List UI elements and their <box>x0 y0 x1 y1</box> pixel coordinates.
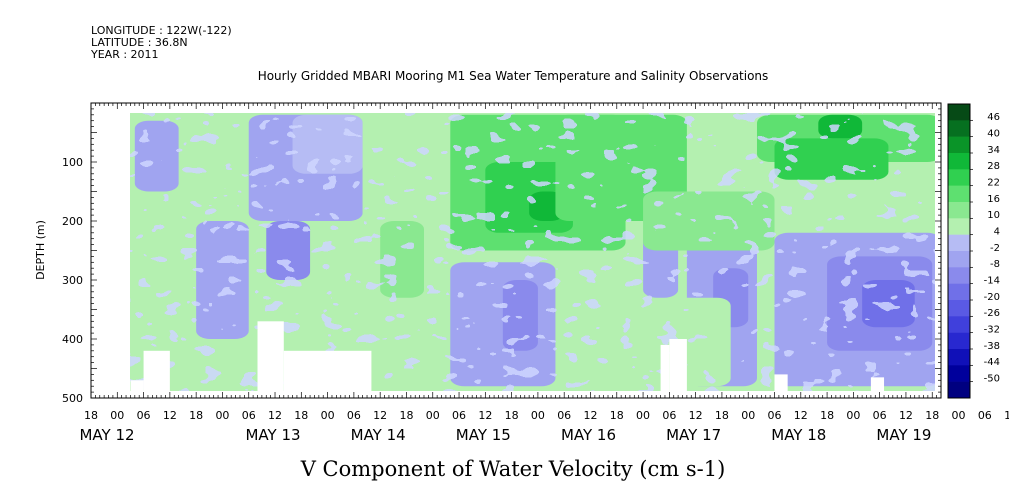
colorbar-swatch <box>948 283 970 301</box>
colorbar-swatch <box>948 185 970 203</box>
x-hour-label: 12 <box>583 409 597 422</box>
x-day-label: MAY 12 <box>79 426 134 444</box>
x-hour-label: 00 <box>636 409 650 422</box>
x-day-label: MAY 14 <box>351 426 406 444</box>
colorbar-swatch <box>948 349 970 366</box>
x-hour-label: 18 <box>84 409 98 422</box>
x-hour-label: 12 <box>478 409 492 422</box>
colorbar-swatch <box>948 169 970 186</box>
x-hour-label: 00 <box>321 409 335 422</box>
x-hour-label: 06 <box>978 409 992 422</box>
colorbar-swatch <box>948 300 970 317</box>
x-hour-label: 12 <box>689 409 703 422</box>
x-hour-label: 18 <box>399 409 413 422</box>
x-day-label: MAY 16 <box>561 426 616 444</box>
colorbar-swatch <box>948 202 970 219</box>
y-tick-label: 100 <box>62 156 83 169</box>
x-hour-label: 06 <box>662 409 676 422</box>
colorbar-swatch <box>948 251 970 268</box>
x-hour-label: 12 <box>899 409 913 422</box>
y-tick-label: 300 <box>62 274 83 287</box>
colorbar-label: -14 <box>984 276 1000 287</box>
colorbar-label: -44 <box>984 357 1000 368</box>
colorbar-swatch <box>948 218 970 235</box>
colorbar-swatch <box>948 267 970 284</box>
longitude-label: LONGITUDE : 122W(-122) <box>91 24 232 37</box>
x-axis-label: V Component of Water Velocity (cm s-1) <box>300 457 726 481</box>
x-hour-label: 12 <box>163 409 177 422</box>
x-hour-label: 06 <box>557 409 571 422</box>
colorbar-swatch <box>948 365 970 382</box>
colorbar-swatch <box>948 381 970 399</box>
x-hour-label: 18 <box>715 409 729 422</box>
colorbar-swatch <box>948 316 970 333</box>
x-hour-label: 12 <box>373 409 387 422</box>
x-hour-label: 18 <box>294 409 308 422</box>
no-data-gap <box>870 377 885 391</box>
no-data-gap <box>143 350 170 391</box>
y-axis-label: DEPTH (m) <box>34 220 47 280</box>
colorbar-label: 22 <box>987 178 1000 189</box>
x-day-label: MAY 13 <box>245 426 300 444</box>
x-hour-label: 18 <box>189 409 203 422</box>
colorbar-label: -20 <box>984 292 1000 303</box>
colorbar-label: 10 <box>987 210 1000 221</box>
x-hour-label: 00 <box>741 409 755 422</box>
x-hour-label: 18 <box>610 409 624 422</box>
x-hour-label: 00 <box>846 409 860 422</box>
x-hour-label: 00 <box>952 409 966 422</box>
colorbar-swatch <box>948 136 970 154</box>
colorbar-swatch <box>948 153 970 170</box>
no-data-gap <box>130 380 144 391</box>
colorbar-label: -26 <box>984 308 1000 319</box>
no-data-gap <box>774 374 788 391</box>
y-tick-label: 500 <box>62 392 83 405</box>
colorbar-swatch <box>948 104 970 121</box>
x-hour-label: 00 <box>426 409 440 422</box>
y-tick-label: 200 <box>62 215 83 228</box>
x-day-label: MAY 19 <box>876 426 931 444</box>
y-tick-label: 400 <box>62 333 83 346</box>
no-data-gap <box>669 339 687 391</box>
x-hour-label: 06 <box>347 409 361 422</box>
no-data-gap <box>660 344 670 391</box>
colorbar-label: -32 <box>984 325 1000 336</box>
latitude-label: LATITUDE : 36.8N <box>91 36 188 49</box>
colorbar-label: 16 <box>987 194 1000 205</box>
x-hour-label: 12 <box>794 409 808 422</box>
x-hour-label: 06 <box>242 409 256 422</box>
colorbar-label: 34 <box>987 145 1000 156</box>
colorbar-label: -2 <box>990 243 1000 254</box>
colorbar-label: 4 <box>994 227 1000 238</box>
colorbar-label: -50 <box>984 374 1000 385</box>
year-label: YEAR : 2011 <box>91 48 159 61</box>
no-data-gap <box>283 350 372 391</box>
x-hour-label: 06 <box>452 409 466 422</box>
x-hour-label: 06 <box>873 409 887 422</box>
x-day-label: MAY 17 <box>666 426 721 444</box>
no-data-gap <box>257 321 284 391</box>
x-hour-label: 00 <box>110 409 124 422</box>
x-day-label: MAY 18 <box>771 426 826 444</box>
x-hour-label: 00 <box>531 409 545 422</box>
x-hour-label: 12 <box>1004 409 1009 422</box>
x-hour-label: 18 <box>925 409 939 422</box>
colorbar-swatch <box>948 234 970 252</box>
x-day-label: MAY 15 <box>456 426 511 444</box>
colorbar-swatch <box>948 120 970 137</box>
x-hour-label: 06 <box>768 409 782 422</box>
x-hour-label: 00 <box>215 409 229 422</box>
x-hour-label: 18 <box>505 409 519 422</box>
colorbar-label: -38 <box>984 341 1000 352</box>
x-hour-label: 18 <box>820 409 834 422</box>
colorbar-label: 46 <box>987 112 1000 123</box>
colorbar-label: 40 <box>987 129 1000 140</box>
colorbar-label: 28 <box>987 161 1000 172</box>
x-hour-label: 12 <box>268 409 282 422</box>
colorbar-label: -8 <box>990 259 1000 270</box>
x-hour-label: 06 <box>137 409 151 422</box>
colorbar-swatch <box>948 332 970 350</box>
chart-title: Hourly Gridded MBARI Mooring M1 Sea Wate… <box>258 69 769 83</box>
